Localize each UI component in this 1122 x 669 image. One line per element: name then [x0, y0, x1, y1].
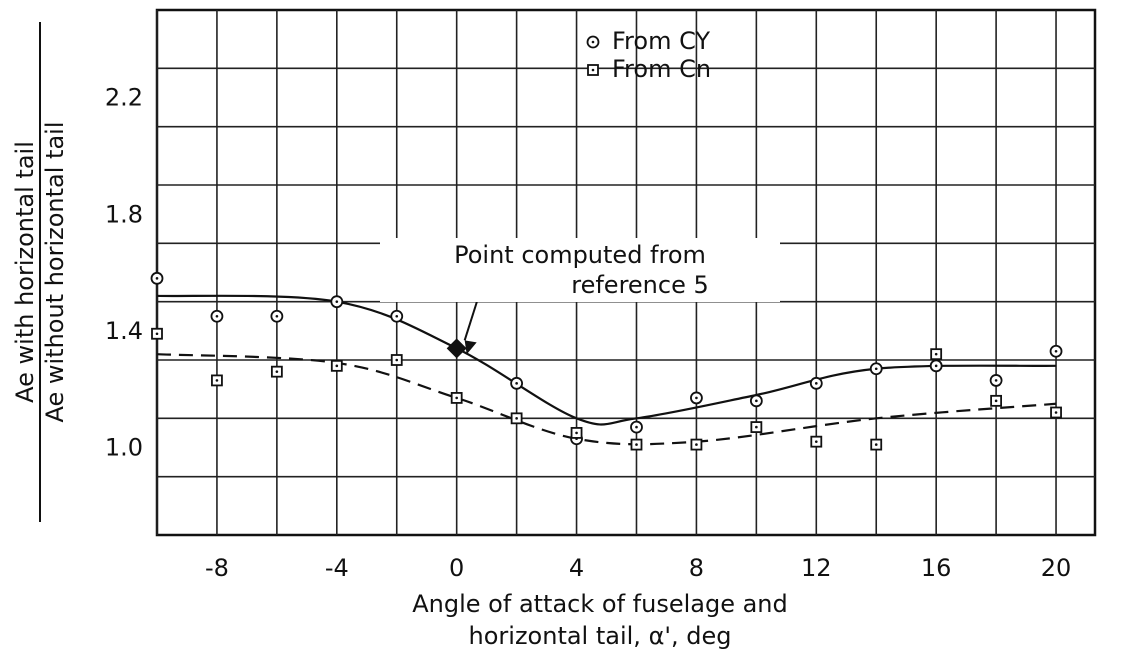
y-tick-label: 2.2 — [105, 84, 143, 112]
marker-dot — [215, 314, 219, 318]
marker-dot — [814, 382, 818, 385]
arrow-head — [464, 340, 477, 355]
square-marker — [330, 359, 343, 372]
marker-dot — [1054, 349, 1058, 353]
computed-point — [446, 338, 467, 359]
marker-dot — [994, 379, 998, 382]
annotation-text: Point computed from — [454, 241, 706, 269]
x-tick-label: 4 — [569, 554, 584, 582]
square-marker — [510, 412, 523, 425]
marker-dot — [934, 352, 938, 356]
y-tick-label: 1.0 — [105, 434, 143, 462]
circle-marker — [586, 35, 600, 49]
circle-marker — [270, 309, 284, 323]
circle-marker — [749, 394, 763, 408]
marker-dot — [695, 396, 698, 400]
marker-dot — [335, 364, 339, 368]
marker-dot — [395, 358, 399, 362]
marker-dot — [335, 300, 339, 303]
marker-dot — [1054, 411, 1058, 414]
marker-dot — [695, 443, 698, 446]
square-marker — [1050, 406, 1062, 419]
marker-dot — [755, 399, 758, 403]
circle-marker — [989, 374, 1003, 387]
marker-dot — [874, 367, 878, 371]
square-marker — [690, 438, 703, 451]
y-axis-label: Ae with horizontal tail Ae without horizo… — [11, 22, 69, 522]
y-tick-label: 1.4 — [105, 317, 143, 345]
square-marker — [587, 64, 599, 76]
marker-dot — [755, 425, 758, 429]
marker-dot — [515, 417, 518, 420]
y-tick-label: 1.8 — [105, 200, 143, 228]
marker-dot — [515, 382, 518, 385]
marker-dot — [635, 425, 638, 429]
square-marker — [211, 374, 223, 387]
circle-marker — [390, 309, 404, 323]
marker-dot — [455, 396, 458, 400]
square-marker — [270, 365, 283, 378]
marker-dot — [814, 440, 818, 443]
circle-marker — [330, 295, 344, 309]
marker-dot — [155, 277, 159, 280]
marker-dot — [994, 399, 998, 403]
annotation-text: reference 5 — [571, 271, 709, 299]
legend-label: From CY — [612, 27, 710, 55]
marker-dot — [395, 314, 399, 318]
x-tick-label: 16 — [921, 554, 952, 582]
circle-marker — [690, 391, 703, 405]
square-marker — [151, 327, 163, 340]
y-label-denominator: Ae without horizontal tail — [41, 121, 69, 422]
x-tick-label: 8 — [689, 554, 704, 582]
circle-marker — [150, 271, 164, 285]
square-marker — [750, 421, 763, 433]
x-tick-label: 0 — [449, 554, 464, 582]
marker-dot — [635, 443, 638, 446]
marker-dot — [575, 431, 578, 435]
square-marker — [870, 438, 883, 451]
x-axis-label: horizontal tail, α', deg — [469, 622, 732, 650]
marker-dot — [591, 40, 595, 44]
annotation-bg — [380, 238, 780, 302]
marker-dot — [215, 379, 219, 382]
circle-marker — [1049, 344, 1063, 358]
x-tick-label: -8 — [205, 554, 229, 582]
marker-dot — [275, 370, 279, 373]
circle-marker — [929, 359, 943, 373]
square-marker — [630, 438, 643, 451]
square-marker — [810, 435, 823, 448]
x-tick-label: 20 — [1041, 554, 1072, 582]
marker-dot — [155, 332, 159, 336]
circle-marker — [809, 376, 823, 390]
x-tick-label: -4 — [325, 554, 349, 582]
circle-marker — [210, 309, 224, 323]
square-marker — [450, 392, 463, 404]
y-label-numerator: Ae with horizontal tail — [11, 141, 39, 403]
square-marker — [390, 354, 403, 366]
legend-label: From Cn — [612, 55, 711, 83]
marker-dot — [874, 443, 878, 446]
square-marker — [990, 394, 1003, 407]
x-axis-label: Angle of attack of fuselage and — [412, 590, 788, 618]
marker-dot — [934, 364, 938, 368]
square-marker — [930, 348, 943, 361]
marker-dot — [275, 314, 279, 318]
square-marker — [570, 427, 583, 439]
x-tick-label: 12 — [801, 554, 832, 582]
fairing-curve — [156, 353, 1057, 446]
circle-marker — [510, 376, 524, 390]
circle-marker — [869, 362, 883, 376]
marker-dot — [591, 68, 595, 72]
circle-marker — [630, 420, 643, 434]
